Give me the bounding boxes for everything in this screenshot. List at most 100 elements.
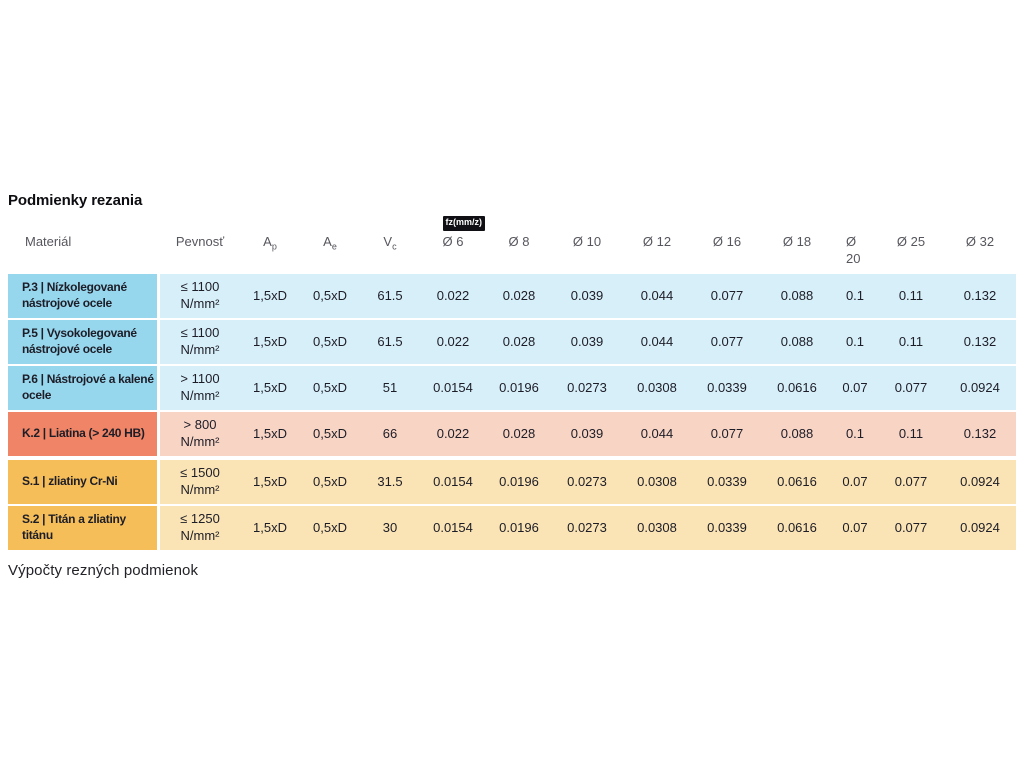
strength-cell: ≤ 1500 N/mm² — [160, 460, 240, 504]
fz-value-cell: 0.132 — [963, 333, 997, 349]
diameter-header-label: Ø 12 — [642, 234, 672, 249]
fz-value-cell: 0.0339 — [707, 519, 747, 535]
fz-value-cell: 0.0308 — [637, 519, 677, 535]
diameter-header-label: Ø 32 — [965, 234, 995, 249]
strength-unit: N/mm² — [180, 434, 220, 449]
strength-value: ≤ 1250 — [180, 511, 220, 527]
diameter-header-label: Ø 18 — [782, 234, 812, 249]
col-header-diameter: Ø 10 — [552, 234, 622, 268]
material-cell: S.2 | Titán a zliatiny titánu — [8, 506, 157, 550]
fz-value-cell: 0.039 — [570, 333, 604, 349]
fz-value-cell: 0.0154 — [433, 473, 473, 489]
diameter-header-label: Ø 16 — [712, 234, 742, 249]
vc-cell: 61.5 — [377, 287, 403, 303]
diameter-header-label: Ø 20 — [846, 234, 861, 266]
fz-value-cell: 0.11 — [898, 287, 924, 303]
ap-subscript: p — [271, 241, 277, 252]
vc-symbol: V — [383, 234, 393, 249]
vc-cell: 51 — [382, 379, 398, 395]
fz-value-cell: 0.022 — [436, 333, 470, 349]
fz-value-cell: 0.077 — [894, 519, 928, 535]
fz-value-cell: 0.0616 — [777, 379, 817, 395]
fz-value-cell: 0.0924 — [960, 519, 1000, 535]
ap-cell: 1,5xD — [253, 473, 287, 489]
cutting-conditions-table: Materiál Pevnosť Ap Ae Vc fz(mm/z) Ø 6 Ø 8… — [8, 216, 1018, 550]
ae-cell: 0,5xD — [313, 333, 347, 349]
strength-value: ≤ 1100 — [180, 325, 220, 341]
fz-value-cell: 0.0196 — [499, 379, 539, 395]
ae-subscript: e — [331, 241, 337, 252]
fz-value-cell: 0.07 — [842, 473, 868, 489]
table-row: P.3 | Nízkolegované nástrojové ocele ≤ 11… — [8, 274, 1018, 318]
fz-value-cell: 0.039 — [570, 287, 604, 303]
fz-value-cell: 0.0273 — [567, 473, 607, 489]
col-header-vc: Vc — [360, 234, 420, 268]
fz-value-cell: 0.0273 — [567, 519, 607, 535]
fz-value-cell: 0.088 — [780, 425, 814, 441]
vc-cell: 30 — [382, 519, 398, 535]
fz-value-cell: 0.039 — [570, 425, 604, 441]
fz-value-cell: 0.0924 — [960, 473, 1000, 489]
diameter-header-wrap: Ø 18 — [783, 234, 811, 251]
fz-value-cell: 0.077 — [710, 287, 744, 303]
strength-value: > 1100 — [180, 371, 220, 387]
fz-value-cell: 0.077 — [710, 333, 744, 349]
strength-cell: ≤ 1100 N/mm² — [160, 274, 240, 318]
ae-cell: 0,5xD — [313, 473, 347, 489]
table-row: S.1 | zliatiny Cr-Ni ≤ 1500 N/mm² 1,5xD 0,5x… — [8, 460, 1018, 504]
col-header-strength: Pevnosť — [175, 234, 225, 249]
table-header-body: Pevnosť Ap Ae Vc fz(mm/z) Ø 6 Ø 8 Ø 10 Ø 12 Ø… — [160, 216, 1016, 268]
fz-value-cell: 0.077 — [710, 425, 744, 441]
fz-value-cell: 0.077 — [894, 379, 928, 395]
ap-cell: 1,5xD — [253, 333, 287, 349]
table-row: S.2 | Titán a zliatiny titánu ≤ 1250 N/mm²… — [8, 506, 1018, 550]
ae-cell: 0,5xD — [313, 519, 347, 535]
vc-subscript: c — [392, 241, 397, 252]
fz-value-cell: 0.044 — [640, 425, 674, 441]
strength-unit: N/mm² — [180, 528, 220, 543]
ap-cell: 1,5xD — [253, 425, 287, 441]
fz-value-cell: 0.0616 — [777, 519, 817, 535]
row-values: ≤ 1250 N/mm² 1,5xD 0,5xD 30 0.0154 0.0196 0.027… — [160, 506, 1016, 550]
strength-value: ≤ 1500 — [180, 465, 220, 481]
diameter-header-wrap: Ø 32 — [966, 234, 994, 251]
diameter-header-wrap: Ø 16 — [713, 234, 741, 251]
ap-symbol: A — [263, 234, 272, 249]
col-header-diameter: Ø 20 — [832, 234, 878, 268]
fz-value-cell: 0.07 — [842, 519, 868, 535]
fz-value-cell: 0.0154 — [433, 519, 473, 535]
diameter-header-wrap: Ø 8 — [509, 234, 530, 251]
footer-text: Výpočty rezných podmienok — [8, 562, 199, 579]
col-header-diameter: Ø 18 — [762, 234, 832, 268]
diameter-header-label: Ø 8 — [508, 234, 530, 249]
strength-cell: > 1100 N/mm² — [160, 366, 240, 410]
fz-value-cell: 0.0273 — [567, 379, 607, 395]
material-cell: P.3 | Nízkolegované nástrojové ocele — [8, 274, 157, 318]
strength-unit: N/mm² — [180, 342, 220, 357]
col-header-material: Materiál — [25, 234, 72, 249]
row-values: > 1100 N/mm² 1,5xD 0,5xD 51 0.0154 0.0196 0.027… — [160, 366, 1016, 410]
col-header-diameter: Ø 32 — [944, 234, 1016, 268]
fz-value-cell: 0.022 — [436, 287, 470, 303]
ae-symbol: A — [323, 234, 332, 249]
fz-value-cell: 0.0196 — [499, 473, 539, 489]
diameter-header-wrap: Ø 12 — [643, 234, 671, 251]
fz-value-cell: 0.044 — [640, 333, 674, 349]
strength-unit: N/mm² — [180, 482, 220, 497]
col-header-diameter: Ø 25 — [878, 234, 944, 268]
fz-unit-badge: fz(mm/z) — [442, 216, 486, 231]
diameter-header-wrap: fz(mm/z) Ø 6 — [442, 216, 486, 251]
fz-value-cell: 0.044 — [640, 287, 674, 303]
fz-value-cell: 0.022 — [436, 425, 470, 441]
col-header-diameter: fz(mm/z) Ø 6 — [420, 216, 486, 268]
diameter-header-wrap: Ø 10 — [573, 234, 601, 251]
col-header-diameter: Ø 12 — [622, 234, 692, 268]
vc-cell: 31.5 — [377, 473, 403, 489]
ae-cell: 0,5xD — [313, 287, 347, 303]
fz-value-cell: 0.0308 — [637, 379, 677, 395]
fz-value-cell: 0.077 — [894, 473, 928, 489]
material-cell: S.1 | zliatiny Cr-Ni — [8, 460, 157, 504]
section-title: Podmienky rezania — [8, 192, 143, 209]
row-values: ≤ 1100 N/mm² 1,5xD 0,5xD 61.5 0.022 0.028 0.039… — [160, 320, 1016, 364]
